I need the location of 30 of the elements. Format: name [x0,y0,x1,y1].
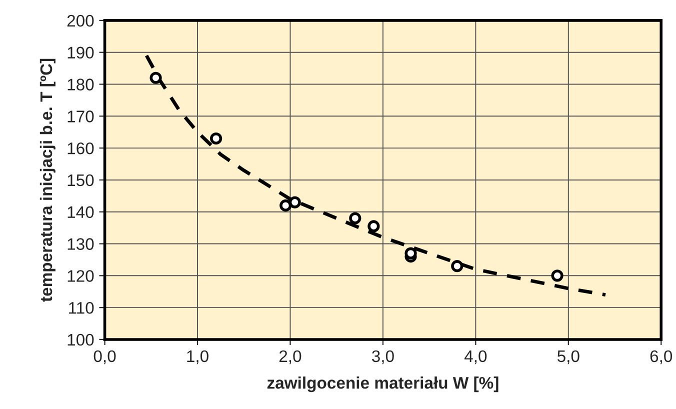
point [451,260,464,272]
point [210,132,222,145]
x-tick-label: 3,0 [372,350,394,364]
x-tick-label: 4,0 [464,350,487,364]
x-tick-label: 0,0 [94,350,116,364]
x-tick-label: 6,0 [650,350,672,364]
y-tick-label: 110 [69,302,94,314]
y-tick-label: 130 [68,238,94,250]
y-tick-label: 170 [68,110,94,122]
point [349,212,362,224]
y-tick-label: 100 [68,334,94,346]
y-axis-title: temperatura inicjacji b.e. T [ºC] [40,58,56,302]
line-series [144,54,608,297]
y-tick-label: 180 [68,78,94,90]
x-axis-title: zawilgocenie materiału W [%] [267,376,498,392]
y-tick-label: 200 [67,14,94,27]
point [150,72,162,84]
y-tick-label: 190 [68,46,94,59]
y-tick-label: 150 [68,174,94,186]
x-tick-label: 2,0 [279,350,302,364]
x-tick-label: 5,0 [557,350,580,364]
point [551,270,564,282]
y-tick-label: 120 [68,270,94,282]
point [368,220,380,232]
y-tick-label: 140 [68,206,94,218]
point [404,247,417,260]
point [280,199,292,212]
y-tick-label: 160 [68,142,94,154]
x-tick-label: 1,0 [187,350,208,364]
point [288,196,301,208]
